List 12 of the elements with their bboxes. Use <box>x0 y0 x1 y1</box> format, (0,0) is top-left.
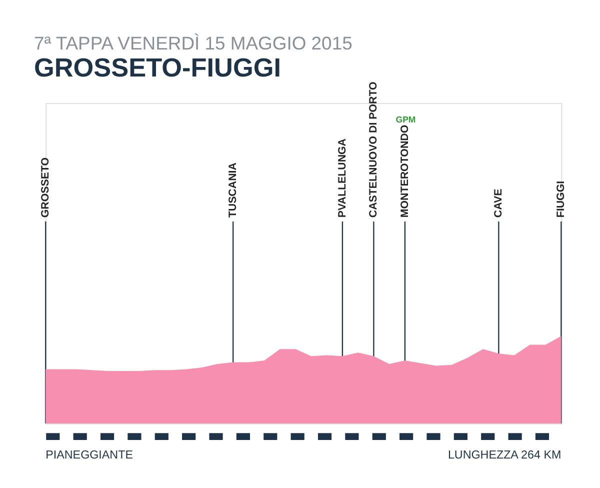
text: LUNGHEZZA 264 KM <box>448 448 562 462</box>
x-tick-label: FIUGGI <box>555 180 568 218</box>
x-tick-label: CASTELNUOVO DI PORTO <box>368 82 380 218</box>
x-tick-label: PVALLELUNGA <box>336 138 348 218</box>
chart-subtitle: GROSSETO-FIUGGI <box>34 52 281 82</box>
text: PIANEGGIANTE <box>46 448 134 462</box>
text: GPM <box>396 114 416 124</box>
x-tick-label: TUSCANIA <box>227 162 240 218</box>
x-tick-label: MONTEROTONDO <box>398 124 411 218</box>
x-tick-label: CAVE <box>492 188 505 218</box>
chart-title: 7ª TAPPA VENERDÌ 15 MAGGIO 2015 <box>34 32 352 54</box>
x-tick-label: GROSSETO <box>40 157 52 218</box>
